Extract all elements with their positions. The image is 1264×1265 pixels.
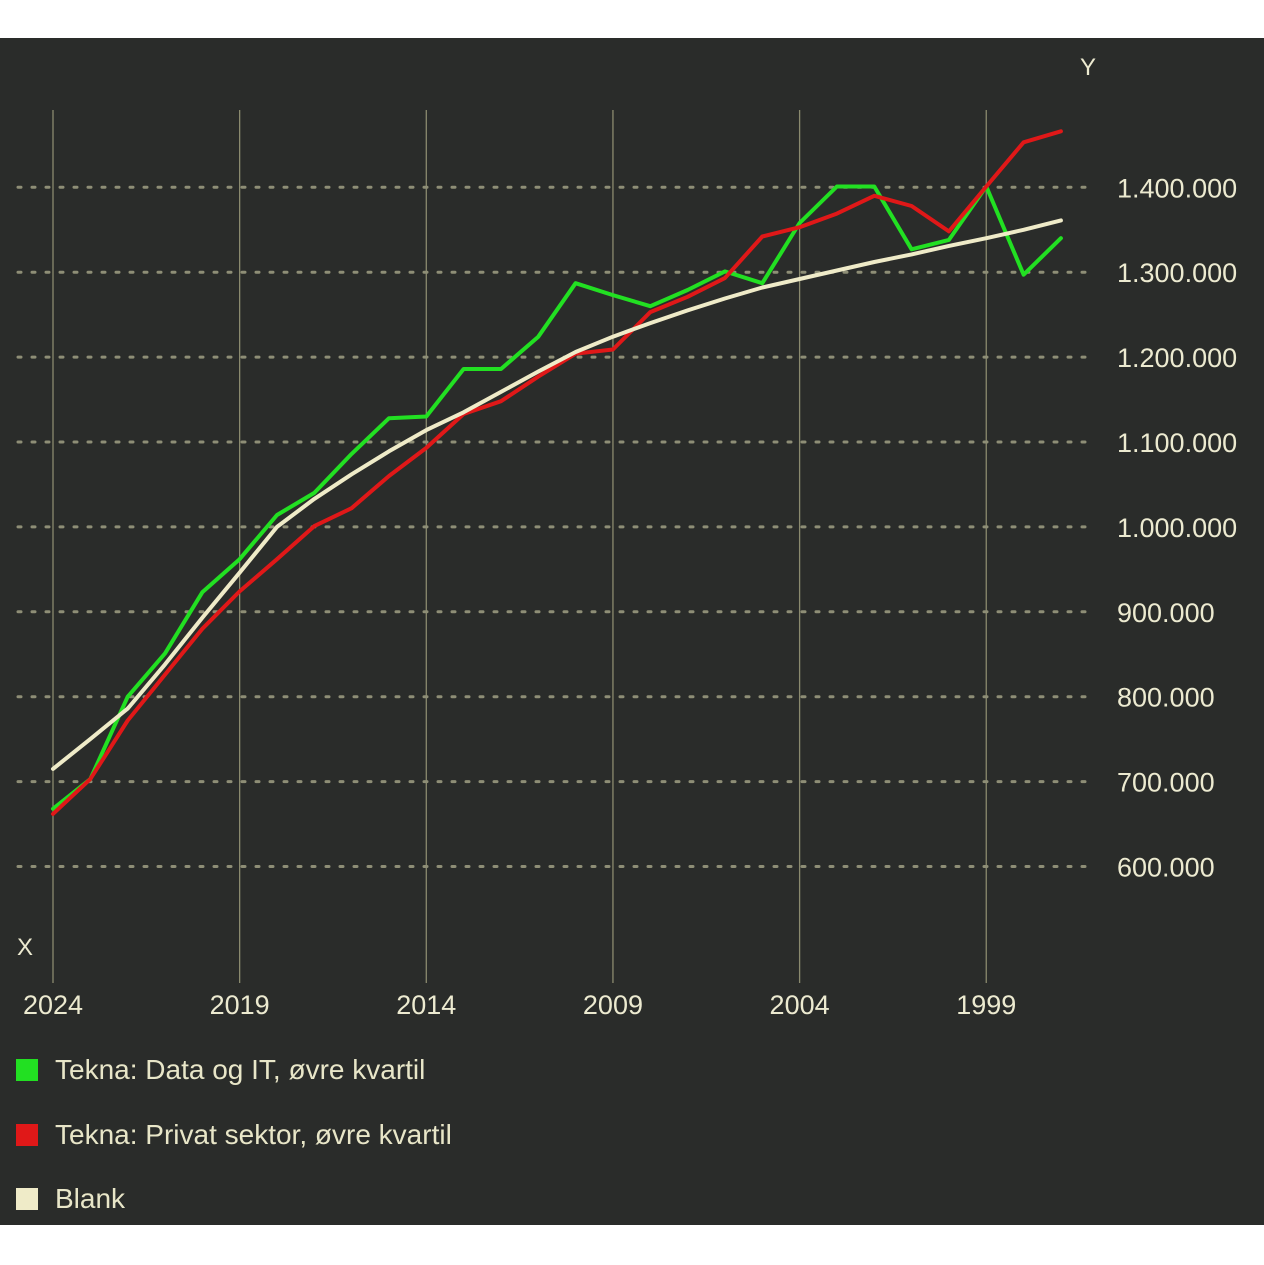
y-tick-label: 1.000.000 (1117, 513, 1237, 543)
x-axis-label: X (17, 934, 33, 961)
y-tick-label: 800.000 (1117, 683, 1215, 713)
x-tick-label: 2014 (396, 990, 456, 1020)
series-line-2 (51, 218, 1063, 771)
legend-label: Tekna: Data og IT, øvre kvartil (55, 1054, 426, 1085)
y-tick-label: 600.000 (1117, 853, 1215, 883)
x-tick-label: 2004 (770, 990, 830, 1020)
y-tick-label: 1.100.000 (1117, 428, 1237, 458)
series-line-0 (51, 184, 1063, 811)
legend-swatch-data-it (16, 1059, 38, 1081)
legend-label: Blank (55, 1183, 126, 1214)
x-tick-label: 2009 (583, 990, 643, 1020)
legend-label: Tekna: Privat sektor, øvre kvartil (55, 1118, 452, 1150)
x-tick-label: 2024 (23, 990, 83, 1020)
legend-item: Tekna: Privat sektor, øvre kvartil (16, 1115, 452, 1155)
series-lines (51, 129, 1063, 816)
y-tick-label: 1.200.000 (1117, 343, 1237, 373)
x-tick-label: 1999 (956, 990, 1016, 1020)
vertical-gridlines (52, 110, 987, 983)
y-axis-label: Y (1080, 54, 1096, 81)
line-chart: 2024 2019 2014 2009 2004 1999 600.000 700.000 8… (16, 54, 1237, 1020)
series-line-1 (51, 129, 1063, 816)
x-tick-label: 2019 (210, 990, 270, 1020)
legend: Tekna: Data og IT, øvre kvartil Tekna: P… (16, 1050, 452, 1244)
legend-item: Tekna: Data og IT, øvre kvartil (16, 1050, 452, 1090)
y-tick-label: 700.000 (1117, 768, 1215, 798)
legend-swatch-privat (16, 1123, 38, 1146)
horizontal-gridlines (16, 185, 1097, 868)
y-tick-label: 900.000 (1117, 598, 1215, 628)
y-tick-labels: 600.000 700.000 800.000 900.000 1.000.000 1.1… (1117, 173, 1237, 882)
y-tick-label: 1.300.000 (1117, 258, 1237, 288)
y-tick-label: 1.400.000 (1117, 173, 1237, 203)
chart-panel (0, 38, 1264, 1225)
legend-swatch-blank (16, 1188, 38, 1210)
legend-item: Blank (16, 1179, 452, 1219)
x-tick-labels: 2024 2019 2014 2009 2004 1999 (23, 990, 1016, 1020)
